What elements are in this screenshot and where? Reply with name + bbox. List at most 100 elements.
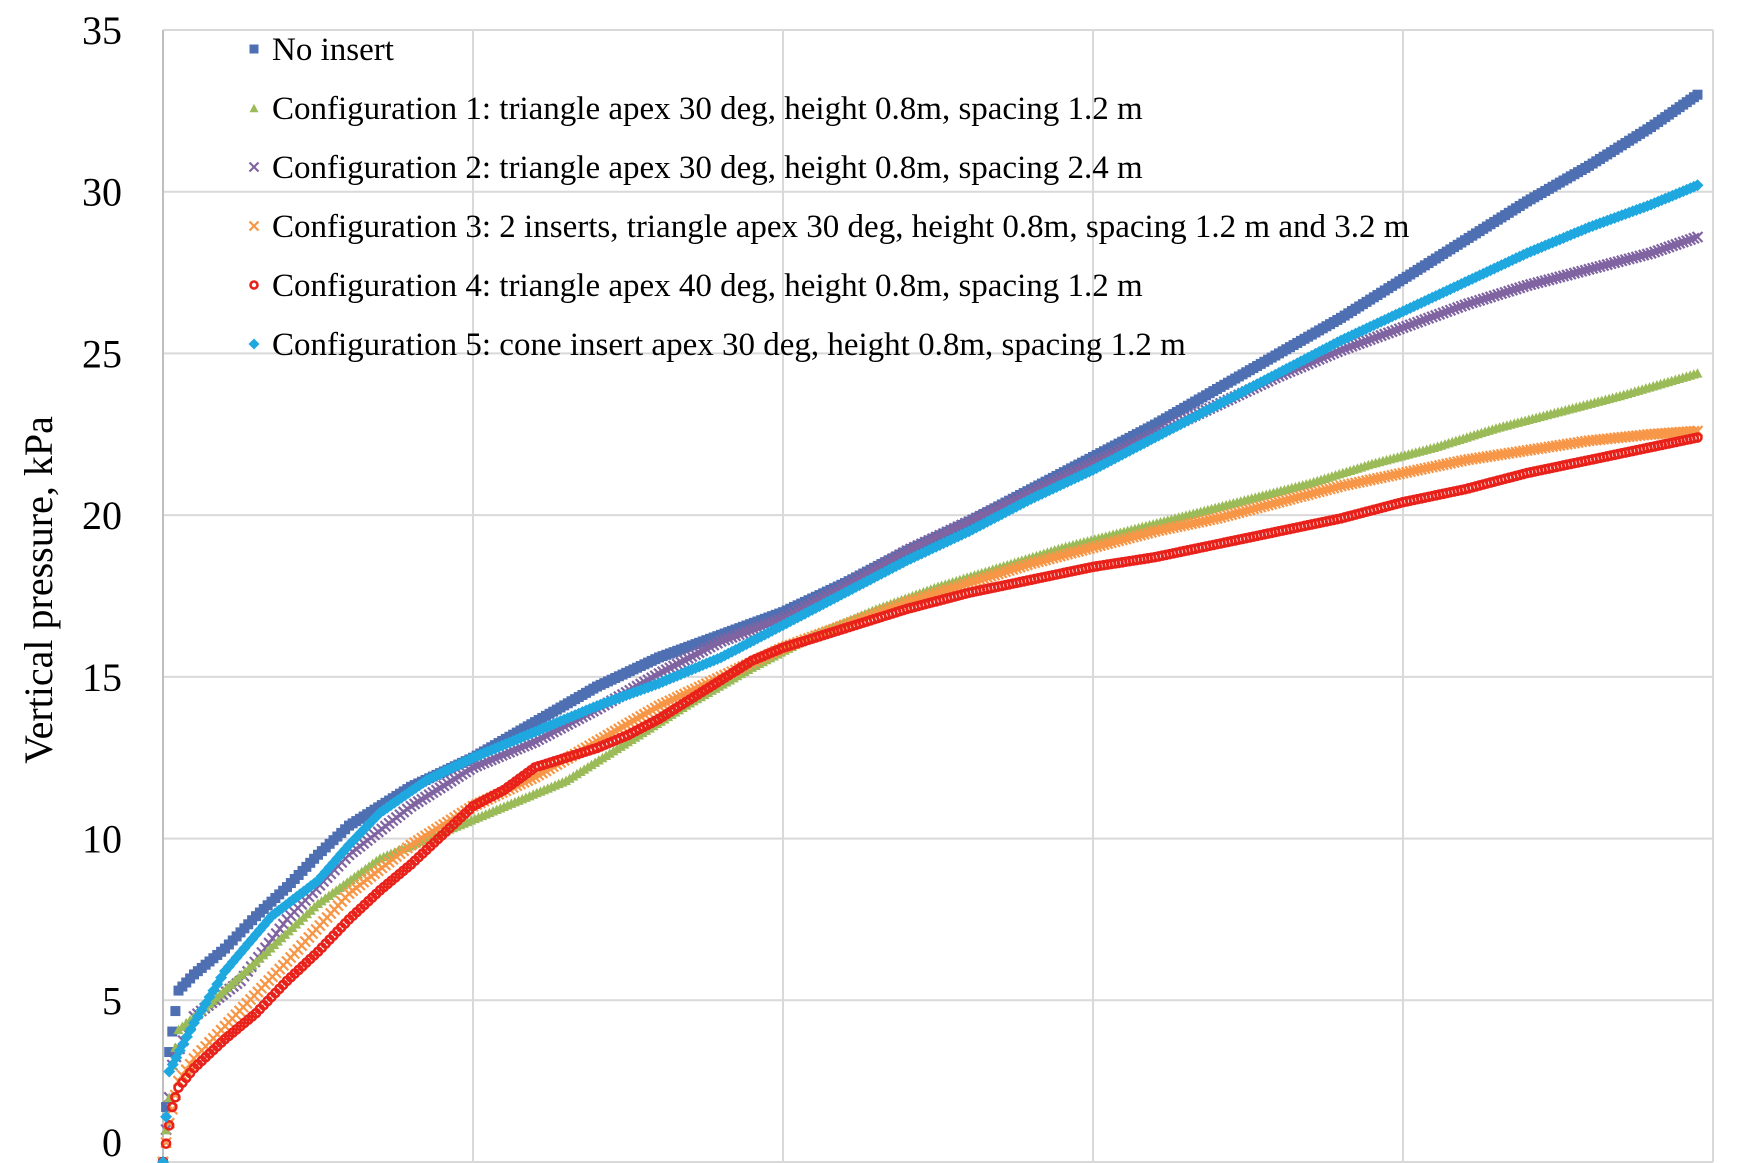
data-point <box>1659 242 1672 254</box>
data-point <box>1470 295 1482 308</box>
data-point <box>1670 238 1682 251</box>
data-point <box>1495 287 1508 300</box>
data-point <box>1014 561 1026 573</box>
data-point <box>160 1110 173 1123</box>
data-point <box>1466 296 1479 309</box>
data-point <box>1462 297 1475 310</box>
data-point <box>1648 246 1661 258</box>
data-point <box>1502 285 1515 297</box>
data-point <box>996 567 1008 579</box>
data-point <box>1430 309 1442 322</box>
series-configuration-4 <box>157 432 1703 1163</box>
legend-label: Configuration 3: 2 inserts, triangle ape… <box>272 209 1410 245</box>
legend-marker <box>248 161 260 173</box>
data-point <box>1691 179 1704 192</box>
y-tick-label: 25 <box>82 331 122 376</box>
data-point <box>1473 294 1486 307</box>
data-point <box>1386 325 1398 338</box>
data-point <box>1360 335 1373 347</box>
data-point <box>715 635 727 648</box>
y-tick-label: 15 <box>82 655 122 700</box>
y-tick-label: 20 <box>82 493 122 538</box>
data-point <box>1346 340 1358 352</box>
data-point <box>966 576 979 588</box>
data-point <box>1652 244 1664 257</box>
data-point <box>163 1120 175 1131</box>
data-point <box>1484 291 1497 303</box>
data-point <box>729 630 742 642</box>
data-point <box>1006 563 1019 576</box>
data-point <box>1459 299 1471 311</box>
data-point <box>161 1124 172 1135</box>
data-point <box>1426 311 1438 323</box>
data-point <box>1371 331 1384 343</box>
data-point <box>160 1138 172 1149</box>
data-point <box>1691 231 1704 243</box>
data-point <box>748 623 760 636</box>
data-point <box>718 634 731 646</box>
data-point <box>1513 282 1526 294</box>
legend: No insert Configuration 1: triangle apex … <box>248 32 1410 363</box>
data-point <box>1645 247 1657 259</box>
data-point <box>1684 233 1697 246</box>
legend-label: Configuration 1: triangle apex 30 deg, h… <box>272 91 1143 127</box>
y-tick-label: 5 <box>102 978 122 1023</box>
y-tick-label: 30 <box>82 170 122 215</box>
data-point <box>1673 237 1686 249</box>
data-point <box>1677 236 1689 248</box>
data-point <box>1437 307 1449 319</box>
data-point <box>1419 313 1431 326</box>
data-point <box>164 1047 175 1058</box>
legend-label: Configuration 4: triangle apex 40 deg, h… <box>272 268 1143 304</box>
legend-label: No insert <box>272 32 394 68</box>
legend-marker <box>248 220 260 232</box>
data-point <box>1353 337 1366 350</box>
y-tick-label: 0 <box>102 1120 122 1163</box>
data-point <box>1680 234 1693 247</box>
data-point <box>1444 304 1457 317</box>
data-point <box>1641 248 1654 260</box>
data-point <box>726 631 738 644</box>
data-point <box>985 570 997 582</box>
legend-label: Configuration 2: triangle apex 30 deg, h… <box>272 150 1143 186</box>
data-point <box>1382 327 1395 339</box>
data-point <box>1477 293 1490 305</box>
data-point <box>1364 333 1376 346</box>
legend-marker <box>248 338 260 350</box>
data-point <box>167 1101 178 1113</box>
data-point <box>1692 368 1703 378</box>
data-point <box>999 565 1012 578</box>
series-configuration-5 <box>157 179 1704 1163</box>
legend-marker <box>249 280 259 290</box>
data-point <box>970 575 983 587</box>
data-point <box>1666 239 1679 252</box>
data-point <box>1692 432 1703 443</box>
data-point <box>170 1006 181 1017</box>
data-point <box>1492 288 1504 301</box>
data-point <box>1506 284 1519 296</box>
data-point <box>1415 315 1428 327</box>
data-point <box>1688 232 1700 245</box>
data-point <box>1010 562 1023 575</box>
data-point <box>1448 303 1460 315</box>
data-point <box>733 628 746 641</box>
data-point <box>1692 89 1703 100</box>
legend-marker <box>249 103 259 113</box>
data-point <box>1433 308 1446 321</box>
data-point <box>1368 332 1380 344</box>
data-point <box>1655 243 1668 256</box>
y-tick-label: 35 <box>82 8 122 53</box>
data-point <box>981 571 994 584</box>
y-axis-tick-labels: 0 5 10 15 20 25 30 35 <box>82 8 122 1163</box>
y-tick-label: 10 <box>82 817 122 862</box>
series-layer <box>157 89 1704 1163</box>
data-point <box>1499 286 1511 299</box>
legend-label: Configuration 5: cone insert apex 30 deg… <box>272 327 1186 363</box>
data-point <box>161 1102 172 1113</box>
data-point <box>1408 317 1420 330</box>
data-point <box>744 624 756 637</box>
data-point <box>1393 323 1406 335</box>
data-point <box>740 626 753 638</box>
data-point <box>170 1092 181 1103</box>
